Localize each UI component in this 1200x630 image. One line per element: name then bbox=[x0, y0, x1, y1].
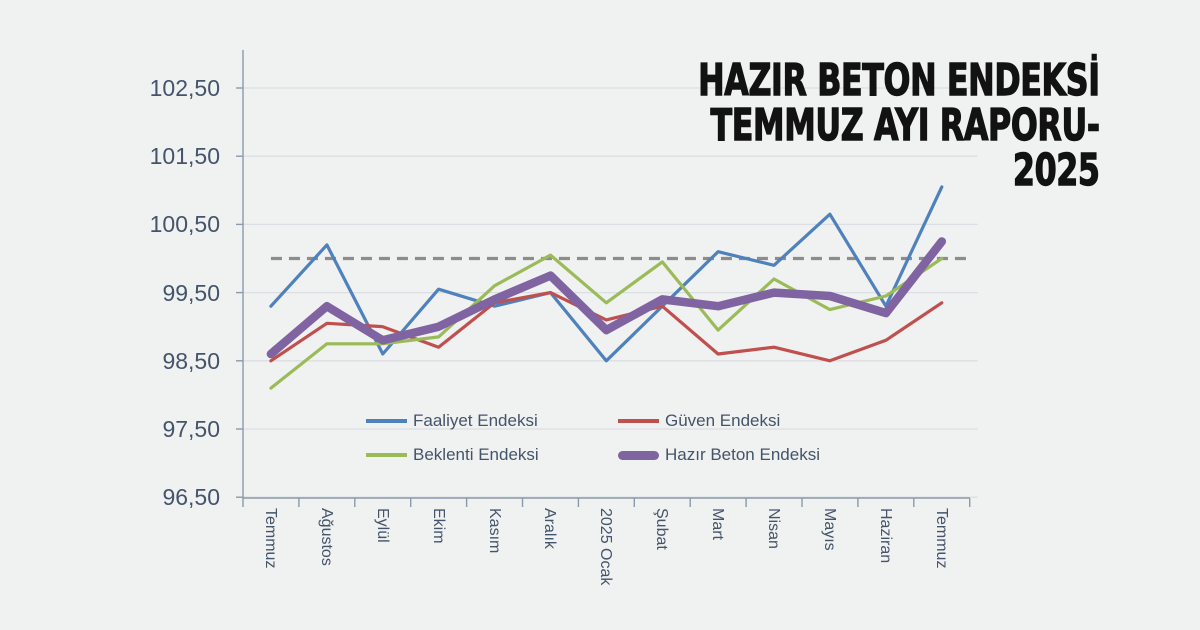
beklenti-line-swatch-icon bbox=[366, 453, 407, 457]
x-axis-category-label: Aralık bbox=[541, 508, 559, 549]
x-axis-category-label: 2025 Ocak bbox=[597, 508, 615, 586]
hazir-beton-line-swatch-icon bbox=[618, 450, 659, 460]
x-axis-category-label: Kasım bbox=[485, 508, 503, 554]
x-axis-category-label: Eylül bbox=[373, 508, 391, 543]
series-line-3 bbox=[266, 237, 947, 359]
legend-item-guven: Güven Endeksi bbox=[618, 411, 846, 431]
chart-title: HAZIR BETON ENDEKSİ TEMMUZ AYI RAPORU- 2… bbox=[698, 55, 1101, 196]
x-axis-category-label: Şubat bbox=[653, 508, 671, 550]
chart-legend: Faaliyet Endeksi Güven Endeksi Beklenti … bbox=[366, 404, 846, 472]
y-axis-tick-label: 99,50 bbox=[162, 279, 220, 306]
y-axis-tick-label: 102,50 bbox=[149, 75, 220, 101]
y-axis-tick-label: 100,50 bbox=[149, 211, 220, 238]
y-axis-tick-label: 101,50 bbox=[149, 143, 220, 170]
y-axis-tick-label: 96,50 bbox=[162, 484, 220, 511]
guven-line-swatch-icon bbox=[618, 419, 659, 423]
y-axis-tick-label: 97,50 bbox=[162, 416, 220, 442]
chart-title-line-3: 2025 bbox=[1013, 145, 1101, 196]
legend-label-beklenti: Beklenti Endeksi bbox=[413, 445, 539, 464]
legend-label-hazir-beton: Hazır Beton Endeksi bbox=[665, 445, 820, 464]
x-axis-category-label: Mayıs bbox=[820, 508, 838, 551]
legend-item-hazir-beton: Hazır Beton Endeksi bbox=[618, 445, 846, 465]
faaliyet-line-swatch-icon bbox=[366, 419, 407, 423]
chart-title-line-1: HAZIR BETON ENDEKSİ bbox=[698, 55, 1101, 106]
chart-title-line-2: TEMMUZ AYI RAPORU- bbox=[710, 100, 1100, 151]
x-axis-category-label: Ekim bbox=[429, 508, 447, 544]
x-axis-category-label: Nisan bbox=[765, 508, 783, 549]
legend-item-beklenti: Beklenti Endeksi bbox=[366, 445, 618, 465]
y-axis-tick-label: 98,50 bbox=[162, 347, 220, 374]
x-axis-category-label: Haziran bbox=[876, 508, 894, 564]
series-line-0 bbox=[269, 185, 944, 363]
x-axis-category-label: Ağustos bbox=[317, 508, 335, 566]
legend-label-guven: Güven Endeksi bbox=[665, 411, 781, 430]
legend-item-faaliyet: Faaliyet Endeksi bbox=[366, 411, 618, 431]
legend-label-faaliyet: Faaliyet Endeksi bbox=[413, 411, 538, 430]
x-axis-category-label: Temmuz bbox=[261, 508, 279, 569]
x-axis-category-label: Mart bbox=[709, 508, 727, 540]
series-line-1 bbox=[269, 291, 944, 363]
x-axis-category-label: Temmuz bbox=[932, 508, 950, 569]
series-line-2 bbox=[269, 253, 944, 390]
